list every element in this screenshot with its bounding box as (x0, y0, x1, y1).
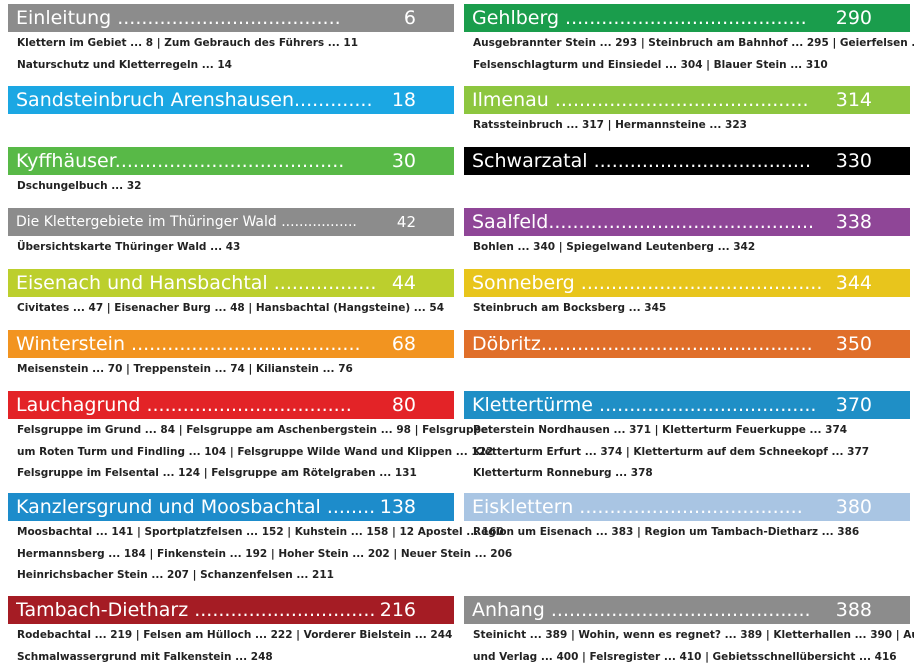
section-header-bar[interactable]: Einleitung .............................… (8, 4, 454, 32)
toc-section: Die Klettergebiete im Thüringer Wald ...… (8, 208, 454, 258)
section-title: Die Klettergebiete im Thüringer Wald ...… (16, 209, 398, 236)
section-title: Schwarzatal ............................… (472, 148, 854, 175)
subsection-entry-line: Dschungelbuch ... 32 (8, 176, 454, 197)
section-header-bar[interactable]: Eisklettern ............................… (464, 493, 910, 521)
section-page-number: 30 (392, 148, 416, 175)
toc-section: Tambach-Dietharz .......................… (8, 596, 454, 667)
section-page-number: 6 (404, 5, 416, 32)
section-page-number: 80 (392, 392, 416, 419)
toc-section: Döbritz.................................… (464, 330, 910, 358)
toc-section: Klettertürme ...........................… (464, 391, 910, 484)
section-title: Anhang .................................… (472, 597, 854, 624)
section-title: Ilmenau ................................… (472, 87, 854, 114)
section-header-bar[interactable]: Lauchagrund ............................… (8, 391, 454, 419)
section-page-number: 338 (836, 209, 872, 236)
section-header-bar[interactable]: Saalfeld................................… (464, 208, 910, 236)
toc-section: Schwarzatal ............................… (464, 147, 910, 175)
subsection-entry-line: Klettern im Gebiet ... 8 | Zum Gebrauch … (8, 33, 454, 54)
section-header-bar[interactable]: Kanzlersgrund und Moosbachtal ........13… (8, 493, 454, 521)
subsection-entry-line: Region um Eisenach ... 383 | Region um T… (464, 522, 910, 543)
section-page-number: 380 (836, 494, 872, 521)
section-header-bar[interactable]: Sonneberg ..............................… (464, 269, 910, 297)
section-header-bar[interactable]: Schwarzatal ............................… (464, 147, 910, 175)
subsection-entry-line: Übersichtskarte Thüringer Wald ... 43 (8, 237, 454, 258)
section-page-number: 314 (836, 87, 872, 114)
section-title: Lauchagrund ............................… (16, 392, 398, 419)
section-header-bar[interactable]: Anhang .................................… (464, 596, 910, 624)
subsection-entry-line: und Verlag ... 400 | Felsregister ... 41… (464, 647, 910, 667)
section-header-bar[interactable]: Döbritz.................................… (464, 330, 910, 358)
subsection-entry-line: Kletterturm Erfurt ... 374 | Kletterturm… (464, 442, 910, 463)
subsection-entry-line: Steinicht ... 389 | Wohin, wenn es regne… (464, 625, 910, 646)
subsection-entry-line: Heinrichsbacher Stein ... 207 | Schanzen… (8, 565, 454, 586)
subsection-entry-line: um Roten Turm und Findling ... 104 | Fel… (8, 442, 454, 463)
subsection-entry-line: Ausgebrannter Stein ... 293 | Steinbruch… (464, 33, 910, 54)
subsection-entry-line: Meisenstein ... 70 | Treppenstein ... 74… (8, 359, 454, 380)
section-title: Tambach-Dietharz .......................… (16, 597, 398, 624)
section-header-bar[interactable]: Gehlberg ...............................… (464, 4, 910, 32)
subsection-entry-line: Civitates ... 47 | Eisenacher Burg ... 4… (8, 298, 454, 319)
section-page-number: 216 (380, 597, 416, 624)
section-page-number: 42 (397, 209, 416, 236)
toc-section: Kanzlersgrund und Moosbachtal ........13… (8, 493, 454, 586)
subsection-entry-line: Schmalwassergrund mit Falkenstein ... 24… (8, 647, 454, 667)
section-header-bar[interactable]: Die Klettergebiete im Thüringer Wald ...… (8, 208, 454, 236)
toc-section: Eisenach und Hansbachtal ...............… (8, 269, 454, 319)
section-page-number: 44 (392, 270, 416, 297)
section-header-bar[interactable]: Winterstein ............................… (8, 330, 454, 358)
section-header-bar[interactable]: Klettertürme ...........................… (464, 391, 910, 419)
toc-section: Ilmenau ................................… (464, 86, 910, 136)
toc-section: Anhang .................................… (464, 596, 910, 667)
subsection-entry-line: Bohlen ... 340 | Spiegelwand Leutenberg … (464, 237, 910, 258)
toc-section: Sandsteinbruch Arenshausen.............1… (8, 86, 454, 114)
subsection-entry-line: Peterstein Nordhausen ... 371 | Klettert… (464, 420, 910, 441)
toc-section: Lauchagrund ............................… (8, 391, 454, 484)
subsection-entry-line: Kletterturm Ronneburg ... 378 (464, 463, 910, 484)
section-title: Eisenach und Hansbachtal ...............… (16, 270, 398, 297)
section-page-number: 138 (380, 494, 416, 521)
toc-section: Sonneberg ..............................… (464, 269, 910, 319)
section-title: Saalfeld................................… (472, 209, 854, 236)
toc-section: Gehlberg ...............................… (464, 4, 910, 75)
section-title: Sonneberg ..............................… (472, 270, 854, 297)
section-title: Döbritz.................................… (472, 331, 854, 358)
section-title: Gehlberg ...............................… (472, 5, 854, 32)
section-page-number: 388 (836, 597, 872, 624)
section-header-bar[interactable]: Ilmenau ................................… (464, 86, 910, 114)
toc-section: Saalfeld................................… (464, 208, 910, 258)
subsection-entry-line: Steinbruch am Bocksberg ... 345 (464, 298, 910, 319)
section-title: Kyffhäuser..............................… (16, 148, 398, 175)
section-page-number: 350 (836, 331, 872, 358)
toc-section: Kyffhäuser..............................… (8, 147, 454, 197)
section-page-number: 68 (392, 331, 416, 358)
section-title: Sandsteinbruch Arenshausen............. (16, 87, 398, 114)
subsection-entry-line: Felsgruppe im Grund ... 84 | Felsgruppe … (8, 420, 454, 441)
subsection-entry-line: Felsgruppe im Felsental ... 124 | Felsgr… (8, 463, 454, 484)
subsection-entry-line: Naturschutz und Kletterregeln ... 14 (8, 55, 454, 76)
section-page-number: 330 (836, 148, 872, 175)
subsection-entry-line: Ratssteinbruch ... 317 | Hermannsteine .… (464, 115, 910, 136)
section-page-number: 290 (836, 5, 872, 32)
subsection-entry-line: Hermannsberg ... 184 | Finkenstein ... 1… (8, 544, 454, 565)
subsection-entry-line: Felsenschlagturm und Einsiedel ... 304 |… (464, 55, 910, 76)
section-page-number: 344 (836, 270, 872, 297)
toc-section: Winterstein ............................… (8, 330, 454, 380)
subsection-entry-line: Moosbachtal ... 141 | Sportplatzfelsen .… (8, 522, 454, 543)
section-header-bar[interactable]: Eisenach und Hansbachtal ...............… (8, 269, 454, 297)
section-title: Kanzlersgrund und Moosbachtal ........ (16, 494, 398, 521)
section-title: Winterstein ............................… (16, 331, 398, 358)
section-header-bar[interactable]: Sandsteinbruch Arenshausen.............1… (8, 86, 454, 114)
section-header-bar[interactable]: Kyffhäuser..............................… (8, 147, 454, 175)
toc-section: Einleitung .............................… (8, 4, 454, 75)
toc-section: Eisklettern ............................… (464, 493, 910, 543)
section-title: Klettertürme ...........................… (472, 392, 854, 419)
section-title: Einleitung .............................… (16, 5, 398, 32)
section-page-number: 18 (392, 87, 416, 114)
subsection-entry-line: Rodebachtal ... 219 | Felsen am Hülloch … (8, 625, 454, 646)
section-title: Eisklettern ............................… (472, 494, 854, 521)
section-header-bar[interactable]: Tambach-Dietharz .......................… (8, 596, 454, 624)
section-page-number: 370 (836, 392, 872, 419)
